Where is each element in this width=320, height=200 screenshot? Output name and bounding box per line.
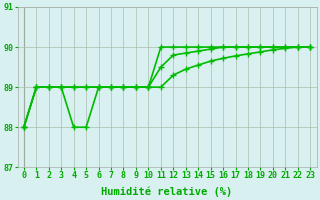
X-axis label: Humidité relative (%): Humidité relative (%) [101, 186, 233, 197]
